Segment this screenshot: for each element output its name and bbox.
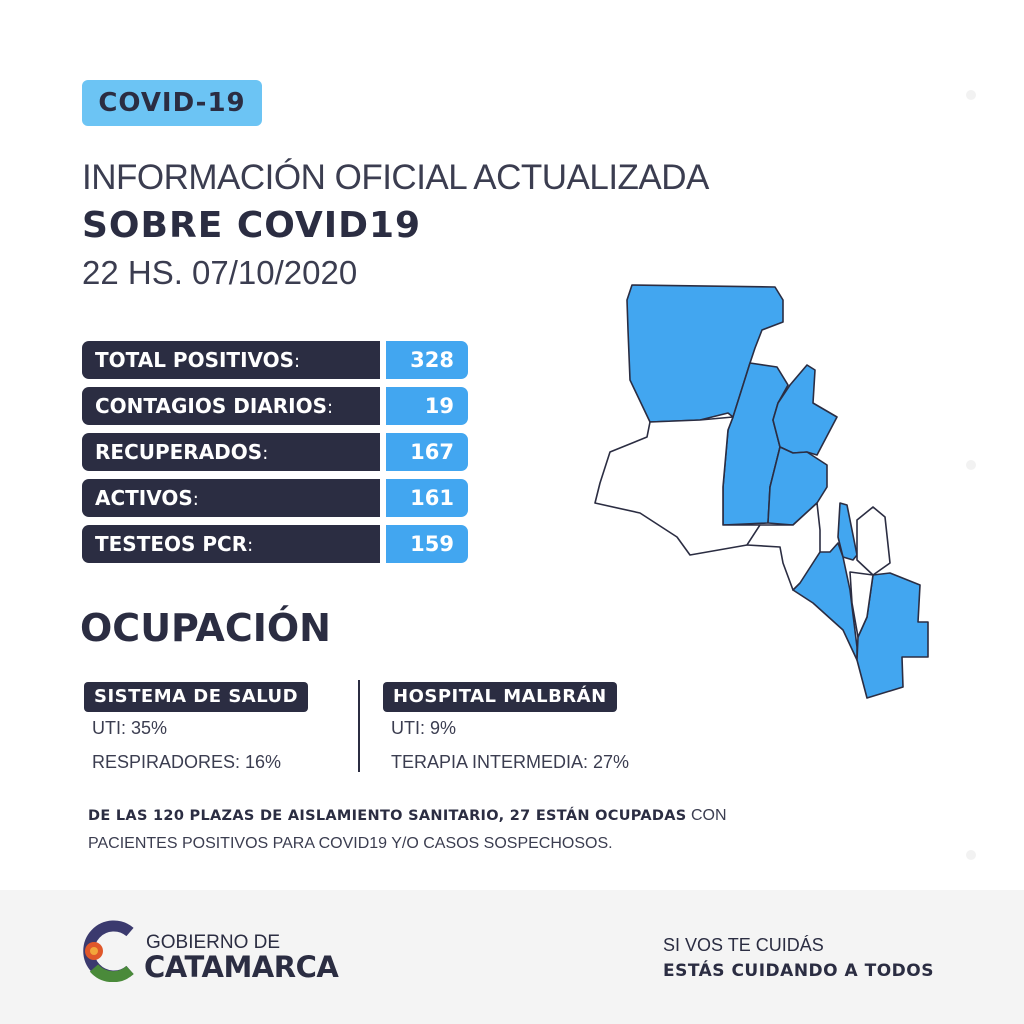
hospital-uti: UTI: 9%: [391, 718, 457, 738]
title-line-2: SOBRE COVID19: [82, 205, 422, 246]
map-region-northeast: [772, 364, 838, 456]
map-region-east-upper: [856, 506, 891, 576]
isolation-note-line1: DE LAS 120 PLAZAS DE AISLAMIENTO SANITAR…: [88, 807, 727, 824]
stat-row-contagios-diarios: CONTAGIOS DIARIOS: 19: [82, 387, 468, 425]
stat-value: 19: [386, 387, 468, 425]
hospital-malbran-badge: HOSPITAL MALBRÁN: [383, 682, 617, 712]
stat-row-testeos-pcr: TESTEOS PCR: 159: [82, 525, 468, 563]
map-region-southwest: [792, 542, 858, 661]
covid-badge: COVID-19: [82, 80, 262, 126]
decorative-dot: [966, 460, 976, 470]
logo-line2: CATAMARCA: [144, 950, 339, 984]
decorative-dot: [966, 90, 976, 100]
slogan-line1: SI VOS TE CUIDÁS: [663, 935, 824, 955]
logo-line1: GOBIERNO DE: [146, 932, 281, 953]
map-region-strip: [837, 502, 858, 561]
stat-value: 161: [386, 479, 468, 517]
catamarca-logo-icon: [83, 920, 134, 982]
hospital-terapia: TERAPIA INTERMEDIA: 27%: [391, 752, 630, 772]
stat-row-total-positivos: TOTAL POSITIVOS: 328: [82, 341, 468, 379]
stat-value: 328: [386, 341, 468, 379]
stat-row-recuperados: RECUPERADOS: 167: [82, 433, 468, 471]
stat-label: ACTIVOS: [95, 486, 193, 510]
slogan-line2: ESTÁS CUIDANDO A TODOS: [663, 961, 934, 981]
map-region-east-central: [767, 446, 828, 526]
stat-row-activos: ACTIVOS: 161: [82, 479, 468, 517]
occupancy-title: OCUPACIÓN: [80, 606, 331, 650]
sistema-salud-badge: SISTEMA DE SALUD: [84, 682, 309, 712]
stat-label: RECUPERADOS: [95, 440, 263, 464]
sistema-respiradores: RESPIRADORES: 16%: [92, 752, 282, 772]
map-region-south-strip: [849, 571, 874, 638]
decorative-dot: [966, 850, 976, 860]
stat-label: TOTAL POSITIVOS: [95, 348, 295, 372]
map-region-west: [594, 416, 761, 556]
footer: GOBIERNO DE CATAMARCA SI VOS TE CUIDÁS E…: [0, 890, 1024, 1024]
stat-value: 167: [386, 433, 468, 471]
stat-label: TESTEOS PCR: [95, 532, 248, 556]
map-region-central-south: [746, 502, 821, 591]
stat-value: 159: [386, 525, 468, 563]
report-datetime: 22 HS. 07/10/2020: [82, 254, 358, 291]
title-line-1: INFORMACIÓN OFICIAL ACTUALIZADA: [82, 158, 709, 197]
sistema-uti: UTI: 35%: [92, 718, 168, 738]
divider: [358, 680, 360, 772]
isolation-note-line2: PACIENTES POSITIVOS PARA COVID19 Y/O CAS…: [88, 835, 613, 852]
catamarca-department-map: [594, 284, 929, 699]
stat-label: CONTAGIOS DIARIOS: [95, 394, 327, 418]
